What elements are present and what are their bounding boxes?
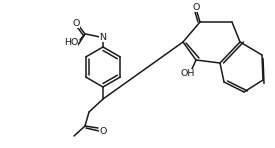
Text: N: N bbox=[100, 33, 106, 41]
Text: O: O bbox=[192, 3, 200, 12]
Text: HO: HO bbox=[64, 37, 78, 46]
Text: O: O bbox=[99, 127, 107, 136]
Text: OH: OH bbox=[181, 69, 195, 78]
Text: O: O bbox=[72, 18, 80, 28]
